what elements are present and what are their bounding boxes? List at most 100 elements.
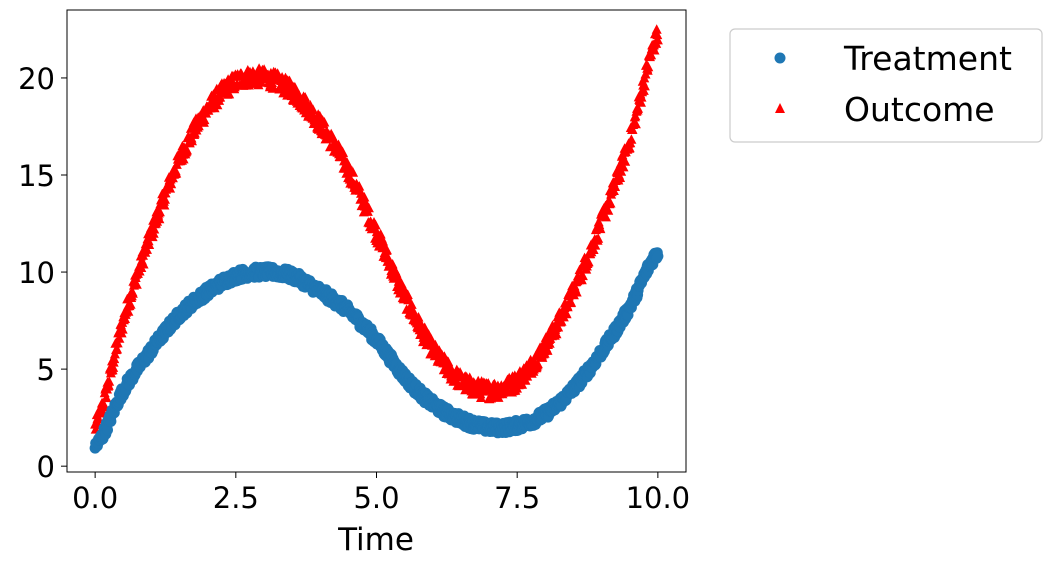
outcome-point	[171, 168, 182, 178]
outcome-point	[108, 362, 119, 372]
outcome-point	[651, 24, 662, 34]
x-tick-label: 7.5	[494, 481, 540, 515]
y-tick-label: 20	[18, 62, 55, 96]
outcome-point	[154, 206, 165, 217]
outcome-point	[646, 49, 657, 60]
outcome-point	[615, 172, 626, 182]
outcome-point	[142, 244, 152, 254]
outcome-point	[532, 358, 543, 369]
outcome-point	[630, 118, 641, 129]
outcome-point	[131, 279, 142, 289]
outcome-point	[636, 92, 647, 102]
outcome-point	[154, 213, 165, 224]
outcome-point	[652, 34, 663, 45]
outcome-point	[590, 240, 601, 250]
outcome-point	[117, 324, 128, 334]
outcome-point	[639, 80, 650, 91]
outcome-point	[308, 104, 319, 114]
outcome-point	[636, 97, 646, 107]
outcome-point	[649, 45, 660, 55]
x-tick-label: 10.0	[626, 481, 691, 515]
outcome-point	[199, 114, 210, 125]
series-treatment	[89, 247, 664, 454]
outcome-point	[593, 233, 604, 243]
outcome-point	[178, 153, 189, 164]
y-axis: 0 5 10 15 20	[18, 62, 67, 484]
outcome-point	[354, 181, 365, 191]
outcome-point	[603, 205, 614, 215]
outcome-point	[327, 130, 338, 141]
outcome-point	[610, 181, 621, 191]
outcome-point	[363, 202, 374, 213]
outcome-point	[413, 312, 424, 322]
y-tick-label: 10	[18, 256, 55, 290]
outcome-point	[338, 147, 348, 157]
outcome-point	[99, 400, 110, 410]
outcome-point	[370, 219, 381, 230]
outcome-point	[544, 338, 555, 348]
outcome-point	[359, 192, 370, 202]
outcome-point	[284, 75, 295, 85]
outcome-point	[561, 308, 572, 319]
y-tick-label: 0	[37, 450, 55, 484]
outcome-point	[553, 322, 564, 332]
outcome-point	[577, 270, 588, 281]
outcome-point	[643, 61, 654, 72]
outcome-point	[159, 200, 170, 210]
outcome-point	[624, 142, 635, 153]
outcome-point	[633, 103, 644, 113]
outcome-point	[127, 288, 138, 298]
outcome-point	[406, 299, 417, 309]
outcome-point	[123, 306, 134, 316]
outcome-point	[182, 145, 192, 155]
legend-label-outcome: Outcome	[844, 90, 995, 129]
outcome-point	[166, 178, 177, 189]
outcome-point	[268, 81, 279, 92]
outcome-point	[319, 117, 330, 127]
outcome-point	[348, 167, 359, 177]
outcome-point	[626, 134, 637, 144]
legend-marker-outcome	[775, 103, 785, 113]
outcome-point	[430, 339, 441, 350]
outcome-point	[402, 289, 413, 299]
outcome-point	[522, 371, 533, 381]
outcome-point	[125, 299, 136, 309]
series-layer	[89, 24, 664, 454]
outcome-point	[300, 92, 311, 102]
y-tick-label: 15	[18, 159, 55, 193]
outcome-point	[114, 333, 125, 343]
outcome-point	[652, 29, 663, 40]
legend-label-treatment: Treatment	[843, 39, 1012, 78]
legend-frame	[729, 28, 1043, 143]
x-tick-label: 5.0	[353, 481, 399, 515]
outcome-point	[542, 345, 553, 355]
outcome-point	[595, 223, 606, 234]
outcome-point	[290, 82, 301, 92]
outcome-point	[138, 259, 149, 269]
y-tick-label: 5	[37, 353, 55, 387]
outcome-point	[566, 297, 577, 307]
outcome-point	[160, 194, 170, 204]
outcome-point	[104, 376, 115, 386]
outcome-point	[571, 287, 582, 297]
legend-marker-treatment	[774, 52, 786, 64]
outcome-point	[601, 211, 611, 222]
outcome-point	[583, 256, 594, 267]
x-axis: 0.0 2.5 5.0 7.5 10.0	[72, 472, 690, 515]
outcome-point	[551, 328, 562, 339]
treatment-point	[102, 424, 113, 436]
outcome-point	[476, 392, 486, 402]
x-tick-label: 2.5	[213, 481, 259, 515]
outcome-point	[112, 344, 123, 354]
outcome-point	[618, 161, 629, 172]
outcome-point	[381, 244, 392, 255]
legend: Treatment Outcome	[729, 28, 1043, 143]
outcome-point	[101, 392, 112, 403]
x-tick-label: 0.0	[72, 481, 118, 515]
x-axis-title: Time	[337, 522, 414, 558]
outcome-point	[144, 239, 155, 249]
treatment-point	[652, 250, 664, 262]
series-outcome	[90, 24, 663, 434]
outcome-point	[224, 88, 235, 99]
